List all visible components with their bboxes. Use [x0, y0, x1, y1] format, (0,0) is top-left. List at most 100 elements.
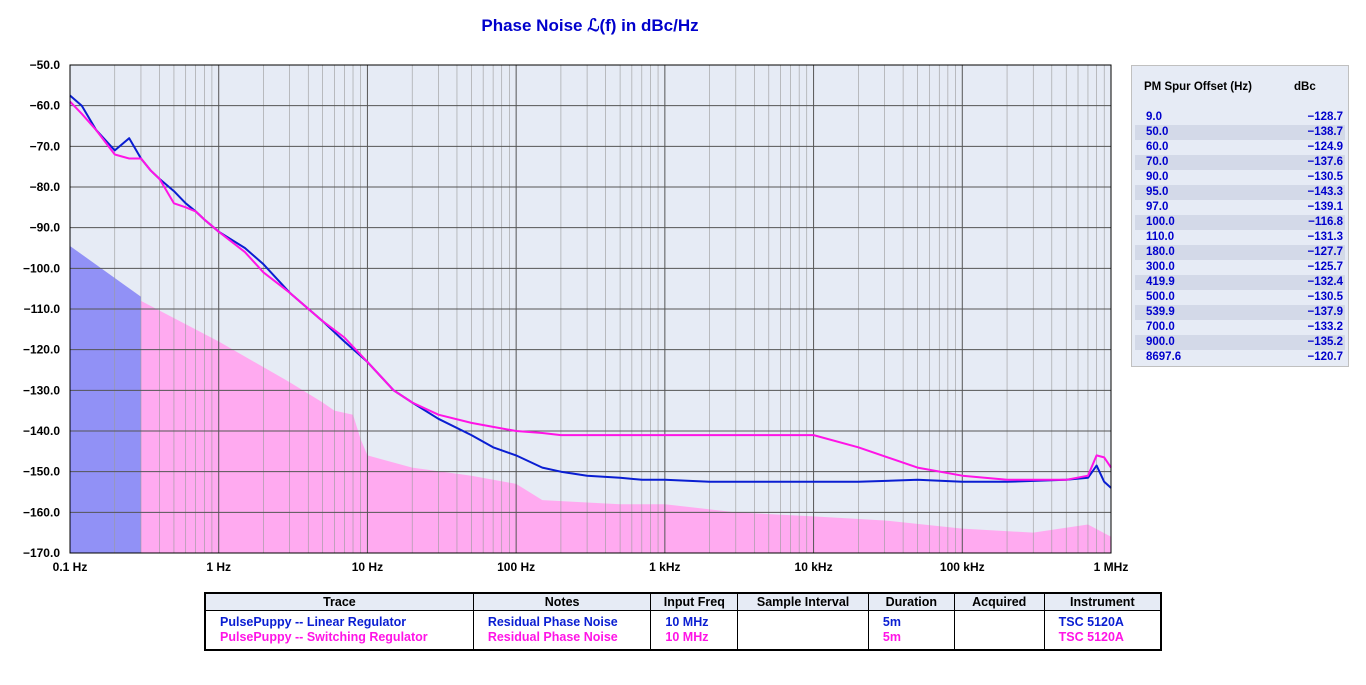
phase-noise-plot: −50.0 −60.0 −70.0 −80.0 −90.0 −100.0 −110.0 −12…	[23, 58, 1129, 574]
switching-regulator-trace	[69, 100, 1112, 481]
spur-dbc: −120.7	[1307, 351, 1344, 363]
spur-dbc: −125.7	[1307, 261, 1344, 273]
legend-row-trace: PulsePuppy -- Switching Regulator	[204, 630, 474, 650]
trace-legend-table: Trace Notes Input Freq Sample Interval D…	[204, 592, 1162, 651]
switching-floor-fill	[140, 300, 1112, 553]
spur-row: 419.9 −132.4	[1135, 275, 1345, 290]
spur-row: 50.0 −138.7	[1135, 125, 1345, 140]
spur-offset: 900.0	[1146, 336, 1175, 348]
spur-row: 110.0 −131.3	[1135, 230, 1345, 245]
y-tick-label: −80.0	[30, 180, 61, 194]
spur-row: 90.0 −130.5	[1135, 170, 1345, 185]
spur-dbc: −135.2	[1307, 336, 1344, 348]
spur-row: 700.0 −133.2	[1135, 320, 1345, 335]
spur-offset: 97.0	[1146, 201, 1169, 213]
legend-row-duration: 5m	[867, 630, 955, 650]
chart-title: Phase Noise ℒ(f) in dBc/Hz	[481, 16, 699, 35]
spur-row: 9.0 −128.7	[1135, 110, 1345, 125]
y-tick-label: −160.0	[23, 505, 60, 519]
spur-dbc: −133.2	[1307, 321, 1344, 333]
y-tick-label: −120.0	[23, 343, 60, 357]
spur-dbc: −143.3	[1307, 186, 1344, 198]
spur-row: 97.0 −139.1	[1135, 200, 1345, 215]
legend-header-trace: Trace	[204, 592, 474, 611]
legend-header-sample-interval: Sample Interval	[737, 592, 869, 611]
legend-row-notes: Residual Phase Noise	[472, 610, 652, 630]
legend-row-instrument: TSC 5120A	[1043, 610, 1162, 630]
y-tick-label: −150.0	[23, 465, 60, 479]
x-tick-label: 10 Hz	[352, 560, 383, 574]
y-tick-label: −70.0	[30, 139, 61, 153]
spur-offset: 180.0	[1146, 246, 1175, 258]
y-tick-label: −90.0	[30, 221, 61, 235]
y-tick-label: −50.0	[30, 58, 61, 72]
spur-row: 70.0 −137.6	[1135, 155, 1345, 170]
legend-row-duration: 5m	[867, 610, 955, 630]
y-tick-label: −140.0	[23, 424, 60, 438]
y-tick-label: −110.0	[24, 302, 61, 316]
spur-dbc: −130.5	[1307, 171, 1344, 183]
spur-row: 900.0 −135.2	[1135, 335, 1345, 350]
spur-offset: 419.9	[1146, 276, 1175, 288]
spur-offset: 95.0	[1146, 186, 1169, 198]
legend-row-sample-interval	[737, 630, 869, 650]
spur-header-dbc: dBc	[1294, 81, 1316, 93]
spur-row: 539.9 −137.9	[1135, 305, 1345, 320]
spur-offset: 90.0	[1146, 171, 1169, 183]
spur-offset: 70.0	[1146, 156, 1169, 168]
legend-header-notes: Notes	[472, 592, 652, 611]
legend-row-sample-interval	[737, 610, 869, 630]
plot-border	[69, 64, 1112, 554]
spur-offset: 110.0	[1146, 231, 1175, 243]
x-tick-label: 100 Hz	[497, 560, 535, 574]
x-tick-label: 10 kHz	[795, 560, 833, 574]
spur-row: 500.0 −130.5	[1135, 290, 1345, 305]
spur-dbc: −132.4	[1307, 276, 1344, 288]
spur-dbc: −138.7	[1307, 126, 1344, 138]
spur-dbc: −128.7	[1307, 111, 1344, 123]
y-tick-label: −100.0	[23, 261, 60, 275]
y-tick-label: −60.0	[30, 99, 61, 113]
x-tick-label: 1 kHz	[649, 560, 680, 574]
x-tick-label: 100 kHz	[940, 560, 985, 574]
spur-dbc: −139.1	[1307, 201, 1344, 213]
legend-header-instrument: Instrument	[1043, 592, 1162, 611]
spur-dbc: −116.8	[1308, 216, 1343, 228]
legend-header-duration: Duration	[867, 592, 955, 611]
spur-row: 95.0 −143.3	[1135, 185, 1345, 200]
legend-header-input-freq: Input Freq	[650, 592, 739, 611]
spur-dbc: −137.6	[1307, 156, 1344, 168]
legend-row-notes: Residual Phase Noise	[472, 630, 652, 650]
spur-dbc: −131.3	[1307, 231, 1344, 243]
spur-dbc: −124.9	[1307, 141, 1344, 153]
spur-offset: 700.0	[1146, 321, 1175, 333]
x-tick-label: 1 MHz	[1094, 560, 1129, 574]
legend-row-input-freq: 10 MHz	[650, 630, 739, 650]
spur-header-offset: PM Spur Offset (Hz)	[1144, 81, 1252, 93]
spur-row: 100.0 −116.8	[1135, 215, 1345, 230]
spur-offset: 300.0	[1146, 261, 1175, 273]
legend-header-acquired: Acquired	[953, 592, 1045, 611]
legend-row-trace: PulsePuppy -- Linear Regulator	[204, 610, 474, 630]
spur-offset: 9.0	[1146, 111, 1162, 123]
legend-row-instrument: TSC 5120A	[1043, 630, 1162, 650]
spur-offset: 8697.6	[1146, 351, 1182, 363]
legend-row-acquired	[953, 610, 1045, 630]
spur-row: 8697.6 −120.7	[1135, 350, 1345, 365]
spur-row: 300.0 −125.7	[1135, 260, 1345, 275]
legend-row-input-freq: 10 MHz	[650, 610, 739, 630]
x-tick-label: 0.1 Hz	[53, 560, 88, 574]
legend-row-acquired	[953, 630, 1045, 650]
spur-offset: 539.9	[1146, 306, 1175, 318]
linear-floor-fill	[70, 245, 264, 553]
spur-offset: 100.0	[1146, 216, 1175, 228]
spur-table: PM Spur Offset (Hz) dBc 9.0 −128.7 50.0 −13…	[1131, 65, 1349, 367]
spur-dbc: −127.7	[1307, 246, 1344, 258]
y-tick-label: −130.0	[23, 383, 60, 397]
x-tick-label: 1 Hz	[206, 560, 231, 574]
spur-row: 60.0 −124.9	[1135, 140, 1345, 155]
y-tick-label: −170.0	[23, 546, 60, 560]
spur-row: 180.0 −127.7	[1135, 245, 1345, 260]
spur-offset: 60.0	[1146, 141, 1169, 153]
spur-dbc: −130.5	[1307, 291, 1344, 303]
